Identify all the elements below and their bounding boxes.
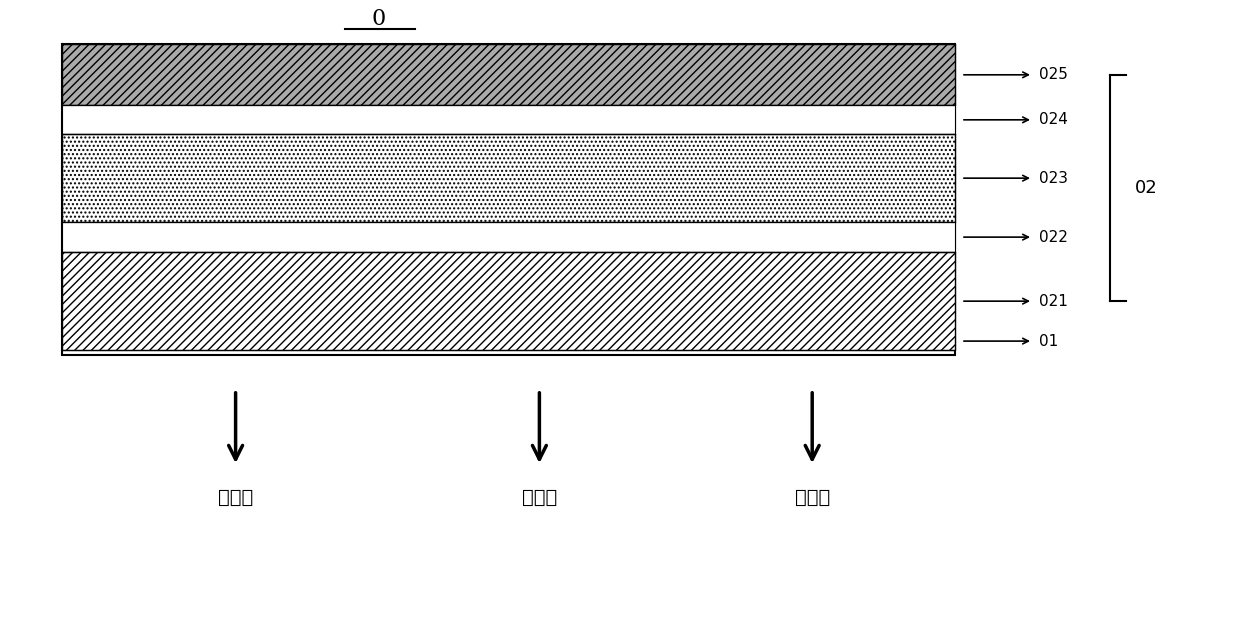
Text: 021: 021 — [1039, 294, 1068, 309]
Text: 022: 022 — [1039, 230, 1068, 245]
Text: 01: 01 — [1039, 333, 1059, 349]
Bar — [62, 105, 955, 134]
Bar — [62, 252, 955, 350]
Text: 出射光: 出射光 — [218, 488, 253, 507]
Bar — [62, 44, 955, 355]
Bar — [62, 222, 955, 252]
Text: 出射光: 出射光 — [795, 488, 830, 507]
Text: 02: 02 — [1135, 179, 1157, 197]
Text: 025: 025 — [1039, 67, 1068, 82]
Bar — [62, 44, 955, 105]
Text: 024: 024 — [1039, 112, 1068, 127]
Text: 出射光: 出射光 — [522, 488, 557, 507]
Bar — [62, 134, 955, 222]
Text: 023: 023 — [1039, 171, 1068, 186]
Text: 0: 0 — [371, 8, 386, 30]
